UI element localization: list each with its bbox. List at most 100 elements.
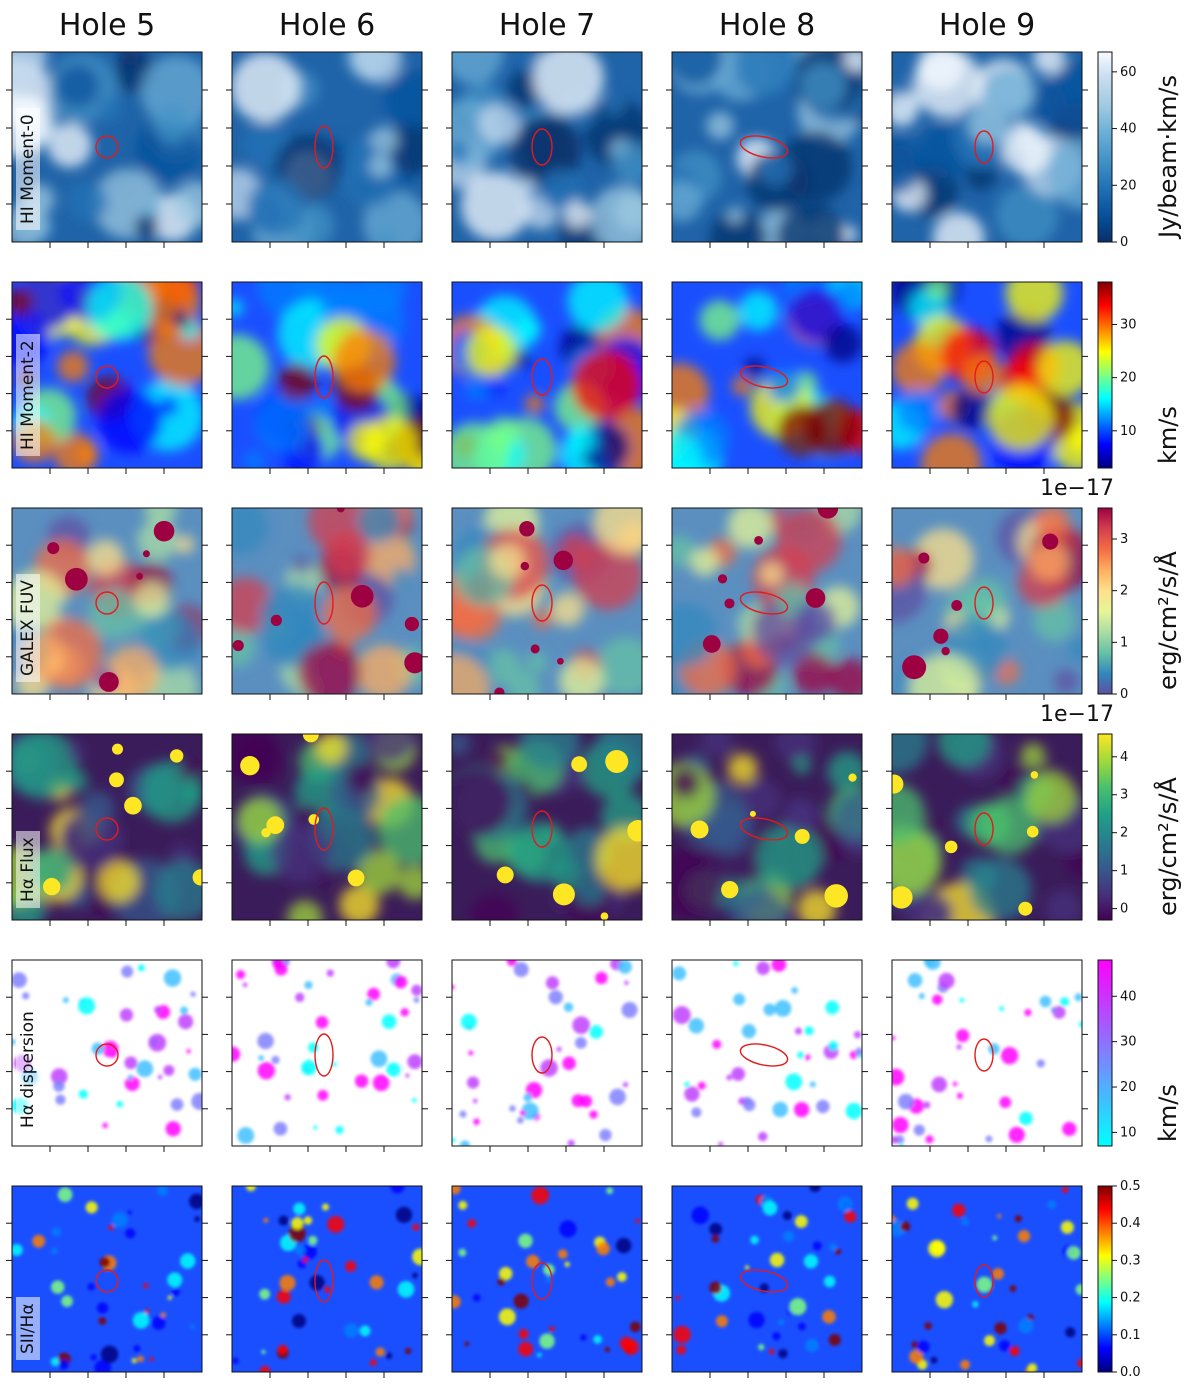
panel-3-5	[886, 507, 1088, 700]
colorbar-tick-label: 3	[1120, 532, 1128, 547]
colorbar-2: 10 20 30	[1097, 281, 1137, 469]
panel-2-1	[6, 281, 208, 474]
panel-4-5	[886, 733, 1088, 926]
hole-ellipse	[531, 1262, 553, 1300]
hole-ellipse	[314, 581, 334, 625]
row-label-4: Hα Flux	[16, 831, 40, 908]
panel-2-5	[886, 281, 1088, 474]
colorbar-tick-label: 1	[1120, 635, 1128, 650]
panel-grid	[6, 51, 1088, 1378]
colorbar-tick-label: 0.3	[1120, 1253, 1141, 1268]
panel-4-2	[226, 733, 428, 926]
hole-ellipse	[95, 1043, 119, 1067]
hole-ellipse	[314, 807, 334, 851]
panel-5-4	[666, 959, 868, 1152]
hole-ellipse	[974, 1264, 994, 1298]
colorbar-tick-label: 2	[1120, 584, 1128, 599]
hole-ellipse	[974, 1038, 994, 1072]
hole-ellipse	[531, 1036, 553, 1074]
colorbar-tick-label: 20	[1120, 178, 1137, 193]
colorbar-tick-label: 20	[1120, 371, 1137, 386]
panel-3-3	[446, 507, 648, 700]
colorbar-unit-5: km/s	[1154, 1084, 1182, 1142]
colorbar-tick-label: 30	[1120, 1035, 1137, 1050]
panel-2-3	[446, 281, 648, 474]
colorbar-tick-label: 0	[1120, 687, 1128, 702]
hole-ellipse	[95, 817, 119, 841]
panel-2-4	[666, 281, 868, 474]
colorbar-tick-label: 0.2	[1120, 1291, 1141, 1306]
hole-ellipse	[314, 1033, 334, 1077]
panel-3-2	[226, 507, 428, 700]
colorbar-tick-label: 10	[1120, 1125, 1137, 1140]
colorbar-3: 0 1 2 3	[1097, 507, 1128, 702]
panel-1-1	[6, 51, 208, 248]
colorbar-unit-1: Jy/beam·km/s	[1154, 75, 1182, 238]
hole-ellipse	[95, 365, 119, 389]
hole-ellipse	[739, 591, 789, 615]
hole-ellipse	[974, 586, 994, 620]
row-label-6: SII/Hα	[16, 1297, 40, 1360]
colorbar-4: 0 1 2 3 4	[1097, 733, 1128, 921]
hole-ellipse	[974, 360, 994, 394]
hole-ellipse	[314, 125, 334, 169]
panel-6-2	[226, 1185, 428, 1378]
panel-6-4	[666, 1185, 868, 1378]
hole-ellipse	[314, 1259, 334, 1303]
hole-ellipse	[739, 1269, 789, 1293]
colorbar-tick-label: 40	[1120, 989, 1137, 1004]
hole-ellipse	[531, 128, 553, 166]
panel-6-3	[446, 1185, 648, 1378]
column-title-hole-6: Hole 6	[278, 8, 376, 43]
panel-5-2	[226, 959, 428, 1152]
panel-6-1	[6, 1185, 208, 1378]
panel-1-3	[446, 51, 648, 248]
panel-5-1	[6, 959, 208, 1152]
hole-ellipse	[95, 135, 119, 159]
column-title-hole-8: Hole 8	[718, 8, 816, 43]
colorbar-exponent-3: 1e−17	[1040, 476, 1114, 501]
colorbar-unit-3: erg/cm²/s/Å	[1154, 551, 1182, 690]
panel-1-5	[886, 51, 1088, 248]
hole-ellipse	[95, 591, 119, 615]
hole-ellipse	[739, 135, 789, 159]
colorbar-tick-label: 3	[1120, 788, 1128, 803]
colorbar-tick-label: 0.0	[1120, 1365, 1141, 1380]
panel-4-1	[6, 733, 208, 926]
row-label-3: GALEX FUV	[16, 574, 40, 682]
colorbar-tick-label: 0	[1120, 902, 1128, 917]
column-title-hole-5: Hole 5	[58, 8, 156, 43]
colorbar-tick-label: 60	[1120, 65, 1137, 80]
panel-1-4	[666, 51, 868, 248]
column-title-hole-7: Hole 7	[498, 8, 596, 43]
colorbar-tick-label: 1	[1120, 864, 1128, 879]
colorbar-unit-2: km/s	[1154, 406, 1182, 464]
colorbar-exponent-4: 1e−17	[1040, 702, 1114, 727]
colorbar-tick-label: 2	[1120, 826, 1128, 841]
row-label-2: HI Moment-2	[16, 334, 40, 456]
colorbar-tick-label: 20	[1120, 1080, 1137, 1095]
row-label-5: Hα dispersion	[16, 1005, 40, 1134]
hole-ellipse	[531, 584, 553, 622]
panel-5-5	[886, 959, 1088, 1152]
hole-ellipse	[531, 810, 553, 848]
hole-ellipse	[739, 817, 789, 841]
colorbar-tick-label: 0.1	[1120, 1328, 1141, 1343]
panel-4-3	[446, 733, 648, 926]
colorbar-tick-label: 10	[1120, 424, 1137, 439]
panel-6-5	[886, 1185, 1088, 1378]
hole-ellipse	[739, 1043, 789, 1067]
colorbar-tick-label: 30	[1120, 318, 1137, 333]
colorbar-tick-label: 4	[1120, 750, 1128, 765]
colorbar-tick-label: 0	[1120, 235, 1128, 250]
panel-5-3	[446, 959, 648, 1152]
colorbar-1: 0 20 40 60	[1097, 51, 1137, 250]
hole-ellipse	[974, 130, 994, 164]
colorbar-5: 10 20 30 40	[1097, 959, 1137, 1147]
panel-1-2	[226, 51, 428, 248]
colorbar-unit-4: erg/cm²/s/Å	[1154, 777, 1182, 916]
column-title-hole-9: Hole 9	[938, 8, 1036, 43]
hole-ellipse	[95, 1269, 119, 1293]
panel-2-2	[226, 281, 428, 474]
